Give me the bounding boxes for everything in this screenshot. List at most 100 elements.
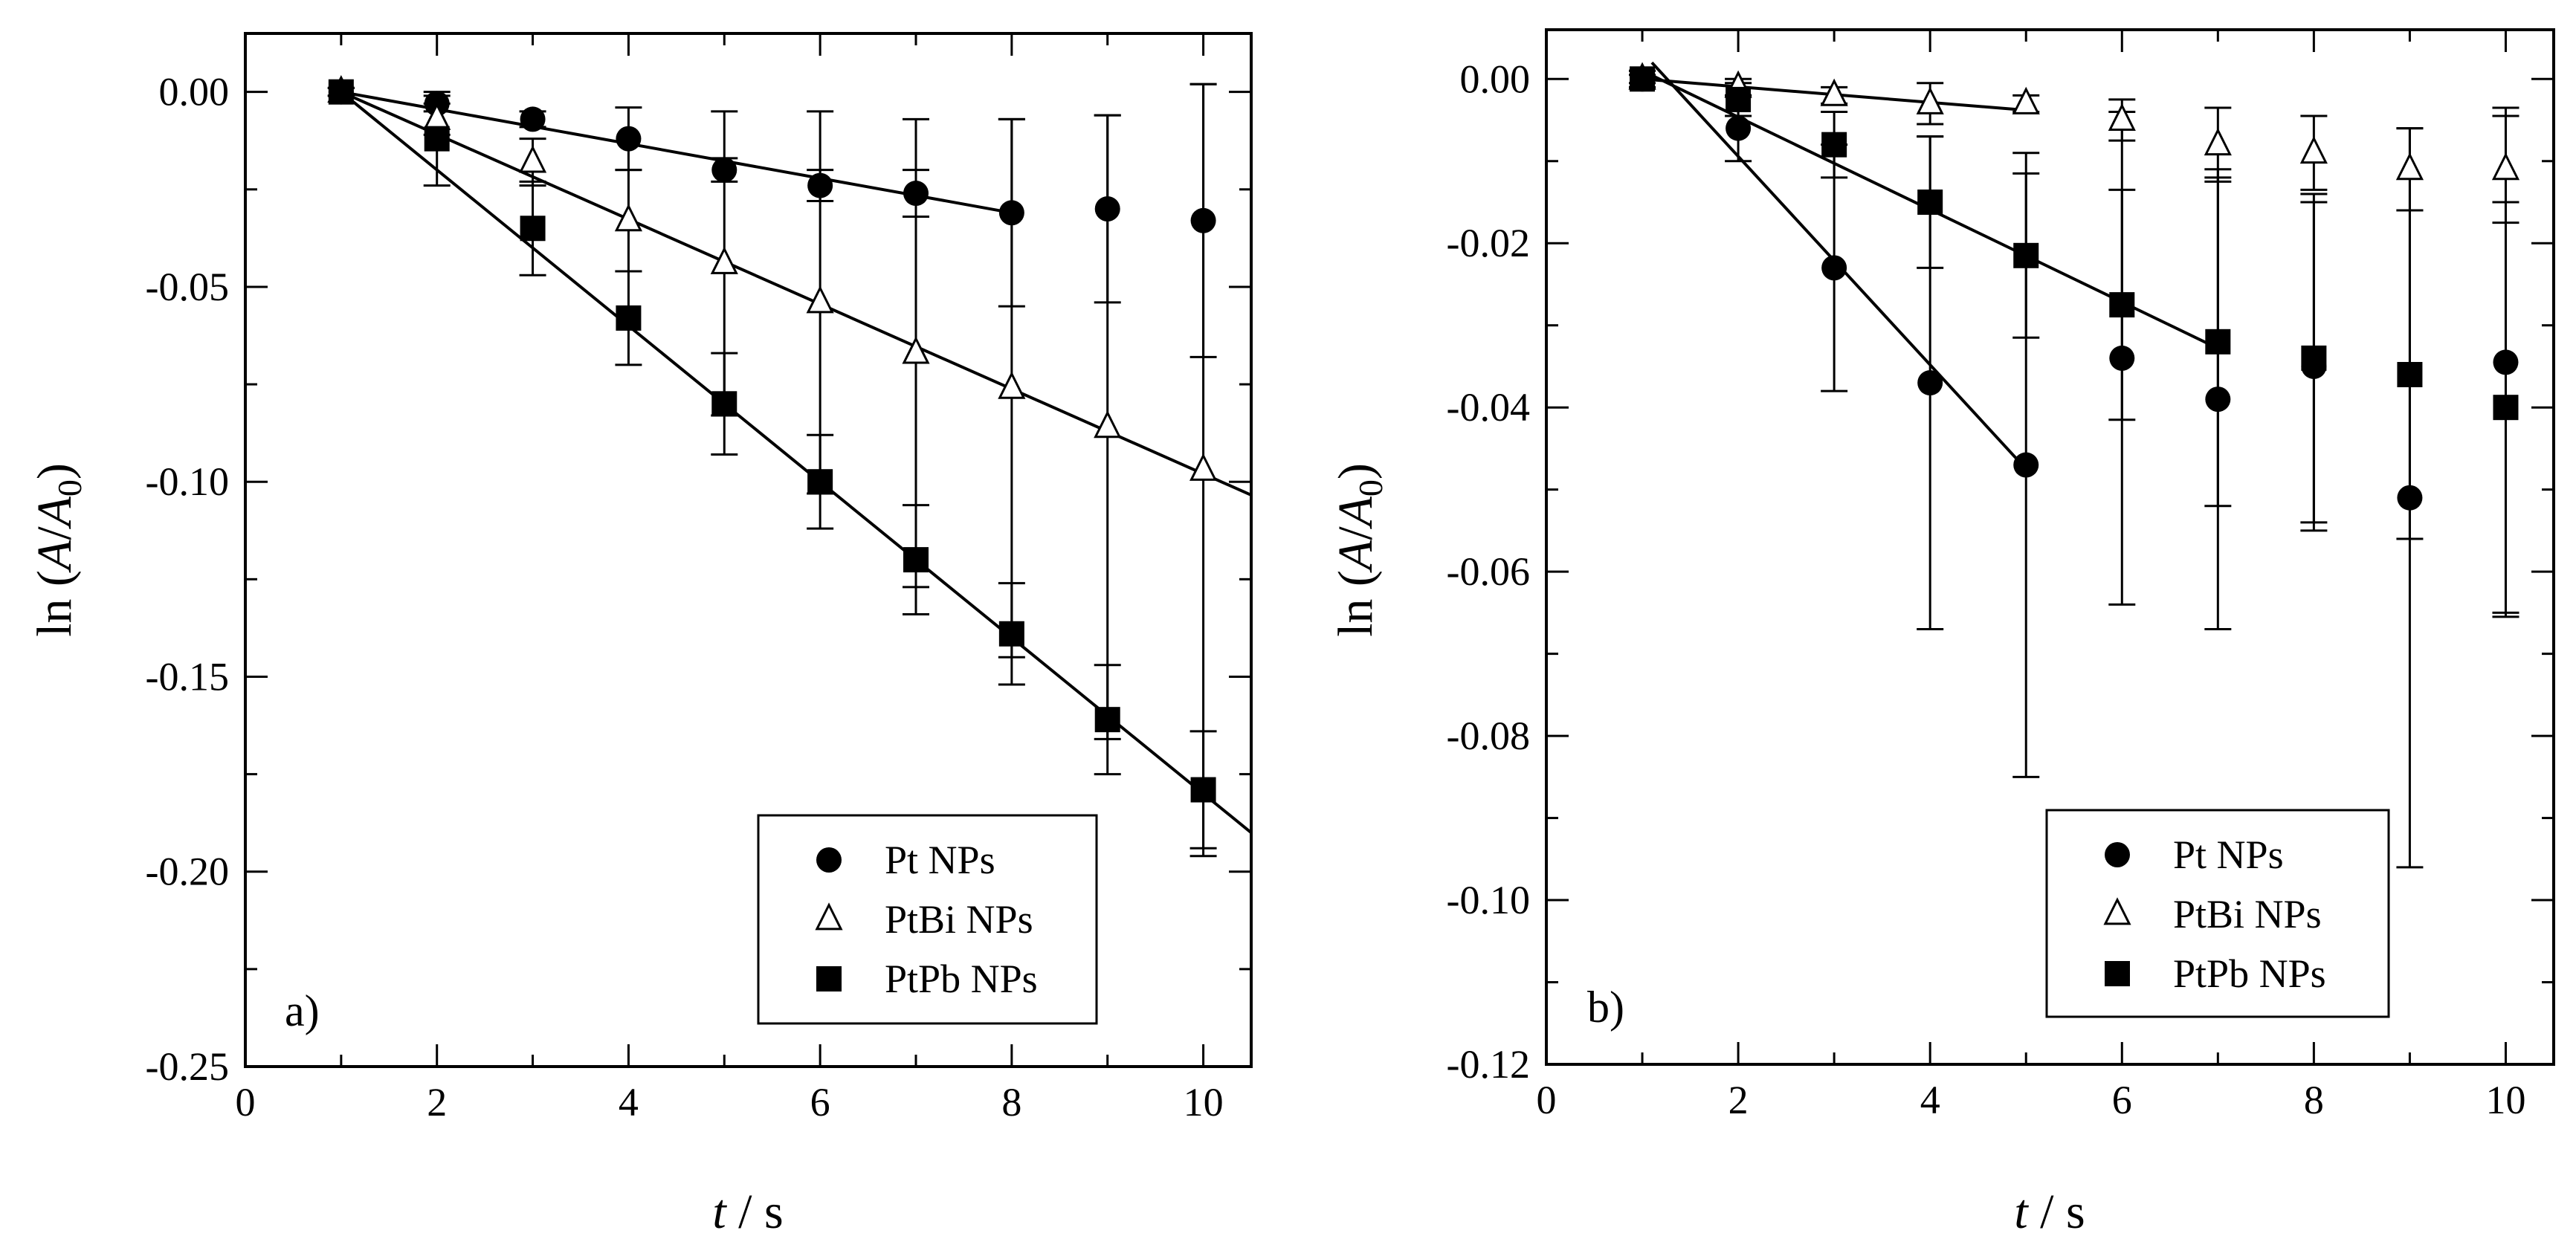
x-tick-label: 8 <box>2304 1078 2324 1122</box>
data-point-ptbi <box>2491 152 2520 181</box>
data-point-pt <box>2397 485 2423 511</box>
data-point-ptbi <box>998 371 1026 399</box>
data-point-ptpb <box>2397 362 2423 387</box>
data-point-ptpb <box>1630 66 1656 92</box>
data-point-ptpb <box>903 547 929 573</box>
data-point-pt <box>903 181 929 207</box>
data-point-ptpb <box>2013 242 2039 268</box>
data-point-ptbi <box>2299 135 2328 164</box>
y-tick-label: -0.10 <box>1447 878 1530 922</box>
data-point-ptpb <box>1726 86 1752 112</box>
data-point-pt <box>711 157 737 183</box>
panel-label: a) <box>285 986 320 1035</box>
x-tick-label: 10 <box>1184 1080 1224 1125</box>
data-point-ptpb <box>2109 292 2135 318</box>
y-tick-label: -0.04 <box>1447 385 1530 430</box>
data-point-pt <box>1094 196 1120 222</box>
y-tick-label: -0.25 <box>146 1044 229 1089</box>
data-point-ptpb <box>807 469 833 495</box>
x-axis-title-unit: / s <box>2028 1185 2085 1239</box>
data-point-pt <box>2205 386 2231 413</box>
y-axis-title: ln (A/A0) <box>28 463 88 637</box>
y-tick-label: 0.00 <box>159 70 230 114</box>
y-title-suffix: ) <box>1329 463 1383 479</box>
legend-label: PtBi NPs <box>2173 892 2322 936</box>
legend-marker <box>2105 961 2130 986</box>
data-point-ptbi <box>614 204 643 232</box>
data-point-ptpb <box>2493 395 2519 421</box>
x-tick-label: 4 <box>619 1080 639 1125</box>
legend-box <box>2045 809 2390 1018</box>
x-tick-label: 6 <box>2112 1078 2132 1122</box>
legend-label: PtPb NPs <box>885 957 1038 1001</box>
data-point-ptpb <box>1094 707 1120 733</box>
legend-box <box>757 814 1098 1025</box>
y-title-subscript: 0 <box>51 479 88 496</box>
data-point-ptbi <box>902 336 930 364</box>
data-point-ptpb <box>1190 777 1216 803</box>
x-tick-label: 2 <box>427 1080 447 1125</box>
legend-label: Pt NPs <box>885 838 995 882</box>
x-axis-title-symbol: t <box>712 1185 727 1239</box>
data-point-pt <box>616 126 642 152</box>
y-title-den: A <box>1329 496 1383 529</box>
data-point-pt <box>807 172 833 198</box>
legend-label: Pt NPs <box>2173 832 2284 877</box>
data-point-ptpb <box>1821 132 1847 158</box>
legend-marker <box>815 902 843 931</box>
x-axis-title: t / s <box>712 1185 783 1239</box>
y-tick-label: -0.12 <box>1447 1042 1530 1087</box>
y-title-slash: / <box>1329 526 1383 540</box>
legend-label: PtPb NPs <box>2173 951 2326 996</box>
data-point-pt <box>1726 115 1752 141</box>
legend-marker <box>2103 897 2131 925</box>
y-tick-label: -0.15 <box>146 654 229 699</box>
data-point-ptpb <box>328 79 354 105</box>
data-point-pt <box>1917 370 1943 396</box>
data-point-ptbi <box>2204 127 2232 156</box>
y-tick-label: -0.05 <box>146 265 229 309</box>
data-point-ptbi <box>1820 78 1848 106</box>
data-point-ptpb <box>1917 190 1943 215</box>
panel-label: b) <box>1587 983 1624 1032</box>
axis-ticks <box>1545 30 2554 1066</box>
y-title-prefix: ln ( <box>1329 570 1383 637</box>
y-tick-label: -0.10 <box>146 459 229 504</box>
data-point-ptbi <box>1189 453 1218 481</box>
plot-frame <box>244 32 1253 1068</box>
y-title-num: A <box>28 540 82 573</box>
data-point-ptpb <box>2301 345 2327 371</box>
legend: Pt NPs PtBi NPs PtPb NPs <box>757 814 1098 1025</box>
data-point-ptbi <box>1094 410 1122 439</box>
data-point-pt <box>2013 452 2039 478</box>
y-tick-label: -0.06 <box>1447 549 1530 594</box>
plot-area <box>1628 61 2520 869</box>
y-title-num: A <box>1329 540 1383 573</box>
data-point-ptbi <box>518 145 547 173</box>
data-point-ptpb <box>424 126 450 152</box>
legend-marker <box>816 966 842 991</box>
data-point-pt <box>998 200 1024 226</box>
plot-frame <box>1545 28 2555 1066</box>
legend-marker <box>2105 842 2130 867</box>
legend-label: PtBi NPs <box>885 897 1033 942</box>
x-tick-label: 0 <box>1537 1078 1557 1122</box>
chart-panel-a: 0 2 4 6 8 10 0.00 -0.05 -0.10 -0.15 -0.20 -0.25 t / … <box>28 32 1253 1239</box>
data-point-pt <box>2493 349 2519 375</box>
y-title-suffix: ) <box>28 463 82 479</box>
data-point-ptpb <box>616 305 642 331</box>
data-point-ptbi <box>710 246 738 274</box>
data-point-ptbi <box>806 285 834 314</box>
y-title-subscript: 0 <box>1352 479 1389 496</box>
data-point-ptpb <box>998 621 1024 647</box>
x-tick-label: 10 <box>2485 1078 2525 1122</box>
y-tick-label: 0.00 <box>1460 56 1531 101</box>
x-tick-label: 0 <box>236 1080 256 1125</box>
data-point-ptpb <box>2205 329 2231 355</box>
data-point-pt <box>1190 207 1216 233</box>
x-tick-label: 6 <box>810 1080 830 1125</box>
data-point-ptpb <box>520 216 546 242</box>
y-title-den: A <box>28 496 82 529</box>
fit-line-pt <box>340 90 1013 215</box>
